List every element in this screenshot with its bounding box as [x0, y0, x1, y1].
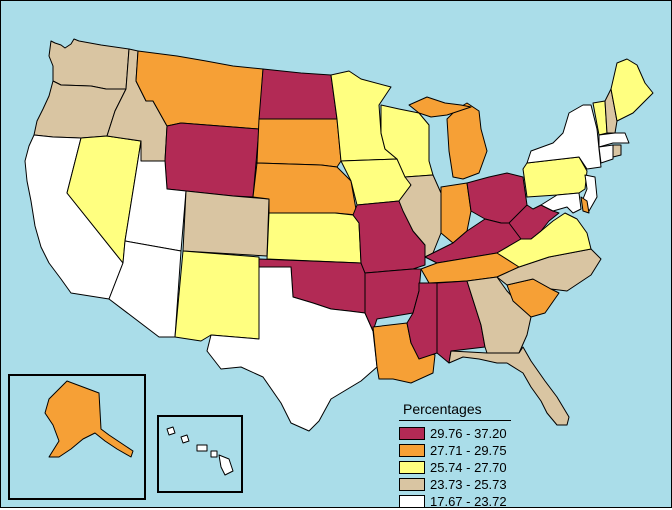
legend-label: 29.76 - 37.20	[430, 426, 507, 441]
state-hawaii	[166, 426, 234, 476]
legend-label: 17.67 - 23.72	[430, 494, 507, 509]
state-colorado	[182, 190, 270, 257]
legend-item: 27.71 - 29.75	[399, 442, 515, 459]
legend-label: 25.74 - 27.70	[430, 460, 507, 475]
legend-rule	[399, 420, 511, 421]
state-texas	[206, 266, 378, 432]
legend-label: 23.73 - 25.73	[430, 477, 507, 492]
state-north-dakota	[258, 68, 338, 120]
legend-swatch	[399, 444, 425, 457]
state-rhode-island	[612, 144, 622, 158]
alaska-inset-frame	[8, 374, 146, 500]
legend-item: 29.76 - 37.20	[399, 425, 515, 442]
legend-label: 27.71 - 29.75	[430, 443, 507, 458]
state-alaska	[44, 380, 134, 458]
state-wyoming	[164, 122, 260, 198]
state-connecticut	[598, 144, 614, 164]
state-michigan	[446, 102, 488, 180]
hawaii-inset-frame	[157, 415, 243, 493]
legend-item: 25.74 - 27.70	[399, 459, 515, 476]
legend-swatch	[399, 427, 425, 440]
state-new-hampshire	[604, 88, 618, 134]
state-south-dakota	[256, 118, 342, 168]
state-washington	[48, 38, 130, 90]
legend-swatch	[399, 478, 425, 491]
legend-swatch	[399, 495, 425, 508]
state-west-virginia	[508, 204, 560, 240]
state-new-mexico	[174, 250, 260, 342]
legend-title: Percentages	[403, 401, 482, 417]
state-maine	[610, 58, 654, 122]
state-georgia	[466, 276, 532, 354]
state-illinois	[398, 174, 442, 258]
legend-item: 23.73 - 25.73	[399, 476, 515, 493]
state-maryland	[540, 192, 582, 214]
legend-item: 17.67 - 23.72	[399, 493, 515, 510]
state-florida	[448, 346, 570, 426]
state-kansas	[266, 212, 362, 264]
state-arizona	[108, 240, 182, 338]
state-delaware	[580, 196, 590, 214]
state-michigan-up	[408, 96, 472, 118]
state-nebraska	[252, 162, 358, 216]
state-pennsylvania	[522, 156, 588, 198]
state-new-york	[526, 104, 602, 170]
legend-swatch	[399, 461, 425, 474]
legend: Percentages 29.76 - 37.20 27.71 - 29.75 …	[399, 401, 515, 510]
